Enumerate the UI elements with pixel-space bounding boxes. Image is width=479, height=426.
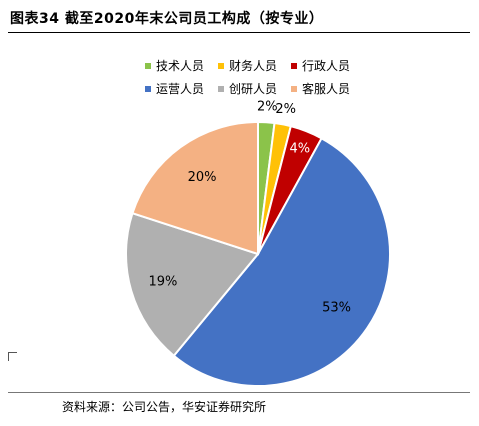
legend-label-rnd: 创研人员 bbox=[229, 82, 278, 96]
legend-swatch-operations bbox=[145, 85, 151, 92]
data-label-admin: 4% bbox=[289, 142, 310, 157]
legend-row-1: 技术人员 财务人员 行政人员 bbox=[145, 57, 350, 74]
legend-swatch-rnd bbox=[218, 85, 225, 92]
legend-item-service: 客服人员 bbox=[291, 80, 350, 97]
legend-item-operations: 运营人员 bbox=[145, 80, 204, 97]
legend-swatch-service bbox=[291, 85, 298, 92]
legend-label-finance: 财务人员 bbox=[229, 59, 278, 73]
legend-label-operations: 运营人员 bbox=[156, 82, 205, 96]
data-label-tech: 2% bbox=[257, 100, 278, 115]
chart-title: 图表34 截至2020年末公司员工构成（按专业） bbox=[10, 11, 324, 27]
legend-label-tech: 技术人员 bbox=[156, 59, 205, 73]
legend-swatch-admin bbox=[291, 62, 298, 69]
pie-slice-rnd bbox=[125, 211, 260, 358]
legend-item-finance: 财务人员 bbox=[218, 57, 277, 74]
legend-label-service: 客服人员 bbox=[302, 82, 351, 96]
legend-label-admin: 行政人员 bbox=[302, 59, 351, 73]
legend-swatch-finance bbox=[218, 62, 225, 69]
data-label-service: 20% bbox=[188, 170, 217, 185]
legend-row-2: 运营人员 创研人员 客服人员 bbox=[145, 80, 350, 97]
title-divider bbox=[8, 32, 470, 33]
corner-mark bbox=[8, 352, 17, 361]
data-label-rnd: 19% bbox=[148, 275, 177, 290]
data-label-operations: 53% bbox=[322, 300, 351, 315]
source-note: 资料来源：公司公告，华安证券研究所 bbox=[62, 400, 267, 414]
legend-swatch-tech bbox=[145, 62, 151, 69]
pie-slice-operations bbox=[172, 136, 391, 387]
data-label-finance: 2% bbox=[275, 102, 296, 117]
source-divider bbox=[8, 392, 470, 393]
pie-slice-service bbox=[131, 120, 259, 256]
legend-item-rnd: 创研人员 bbox=[218, 80, 277, 97]
legend-item-admin: 行政人员 bbox=[291, 57, 350, 74]
legend-item-tech: 技术人员 bbox=[145, 57, 204, 74]
